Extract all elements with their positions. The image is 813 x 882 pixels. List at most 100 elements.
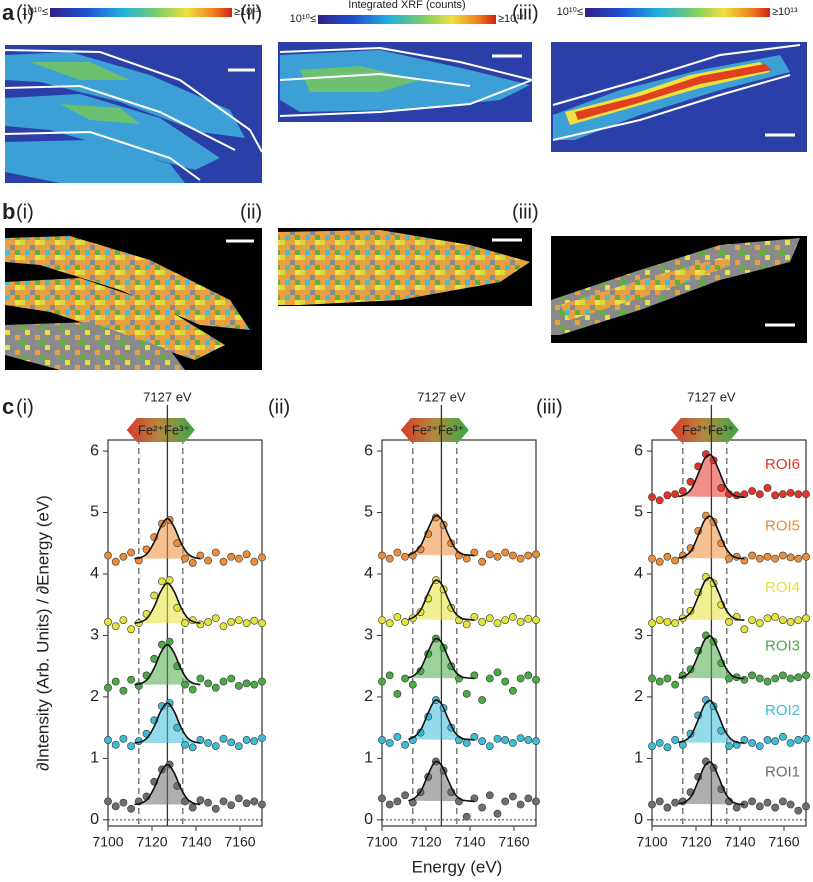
- data-point: [211, 742, 220, 750]
- data-point: [378, 736, 386, 744]
- data-point: [648, 619, 656, 628]
- fit-line: [134, 763, 201, 806]
- data-point: [493, 809, 502, 818]
- data-point: [802, 671, 810, 680]
- data-point: [250, 680, 259, 689]
- data-point: [779, 797, 787, 806]
- data-point: [181, 554, 189, 563]
- fit-line: [408, 579, 475, 621]
- xrf-map: [551, 42, 807, 152]
- y-tick-label: 3: [364, 627, 373, 644]
- data-point: [748, 797, 756, 806]
- data-point: [655, 677, 664, 686]
- data-point: [127, 742, 136, 750]
- data-point: [786, 739, 795, 747]
- y-tick-label: 4: [364, 565, 373, 582]
- data-point: [524, 736, 533, 744]
- data-point: [393, 689, 402, 698]
- data-point: [748, 671, 756, 680]
- data-point: [493, 619, 502, 628]
- data-point: [227, 801, 236, 810]
- data-point: [211, 614, 220, 623]
- data-point: [196, 551, 205, 560]
- data-point: [794, 806, 803, 815]
- data-point: [755, 742, 764, 750]
- series-label: ROI5: [765, 518, 800, 535]
- data-point: [771, 803, 780, 812]
- data-point: [655, 557, 664, 566]
- data-point: [478, 803, 486, 812]
- data-point: [196, 674, 205, 683]
- data-point: [478, 737, 486, 746]
- data-point: [663, 618, 672, 626]
- data-point: [802, 490, 810, 498]
- data-point: [462, 620, 471, 629]
- y-tick-label: 3: [90, 627, 99, 644]
- fit-area: [408, 638, 475, 679]
- data-point: [725, 554, 733, 563]
- data-point: [516, 554, 525, 563]
- x-tick-label: 7100: [636, 834, 667, 850]
- data-point: [470, 732, 479, 741]
- data-point: [119, 552, 128, 561]
- data-point: [485, 674, 494, 683]
- data-point: [485, 614, 494, 623]
- fit-line: [408, 699, 475, 741]
- data-point: [478, 696, 486, 704]
- fit-area: [134, 644, 201, 685]
- y-tick-label: 4: [634, 565, 643, 582]
- fit-area: [408, 700, 475, 740]
- data-point: [763, 736, 772, 744]
- data-point: [748, 616, 756, 624]
- data-point: [219, 622, 228, 631]
- data-point: [524, 551, 533, 560]
- data-point: [227, 552, 236, 561]
- data-point: [655, 739, 664, 747]
- marker-label: 7127 eV: [143, 389, 192, 404]
- xrf-map: [4, 45, 263, 183]
- data-point: [755, 674, 764, 683]
- data-point: [748, 487, 756, 495]
- data-point: [408, 680, 417, 689]
- data-point: [234, 794, 243, 803]
- data-point: [104, 736, 112, 744]
- x-axis-label: Energy (eV): [412, 857, 503, 876]
- data-point: [509, 551, 517, 560]
- data-point: [258, 800, 266, 809]
- series-label: ROI3: [765, 637, 800, 654]
- data-point: [501, 548, 510, 557]
- data-point: [493, 734, 502, 743]
- data-point: [111, 677, 120, 686]
- data-point: [532, 675, 540, 684]
- data-point: [516, 734, 525, 743]
- data-point: [219, 734, 228, 743]
- fit-area: [408, 515, 475, 556]
- colorbar: [50, 8, 232, 17]
- data-point: [725, 742, 733, 750]
- fit-area: [678, 762, 745, 805]
- data-point: [150, 591, 159, 600]
- fit-area: [678, 516, 745, 559]
- data-point: [401, 618, 409, 626]
- data-point: [648, 674, 656, 683]
- colorbar-min: 10¹⁰≤: [557, 6, 583, 18]
- data-point: [509, 686, 517, 695]
- data-point: [378, 794, 386, 803]
- data-point: [227, 738, 236, 747]
- data-point: [219, 557, 228, 566]
- data-point: [501, 677, 510, 686]
- data-point: [771, 491, 780, 500]
- data-point: [127, 675, 136, 684]
- data-point: [501, 736, 510, 744]
- data-point: [119, 734, 128, 743]
- data-point: [740, 490, 749, 498]
- data-point: [478, 618, 486, 626]
- data-point: [401, 791, 409, 800]
- data-point: [242, 736, 251, 744]
- fit-line: [678, 761, 745, 806]
- y-tick-label: 5: [634, 504, 643, 521]
- data-point: [748, 739, 756, 747]
- data-point: [181, 680, 189, 689]
- data-point: [196, 620, 205, 629]
